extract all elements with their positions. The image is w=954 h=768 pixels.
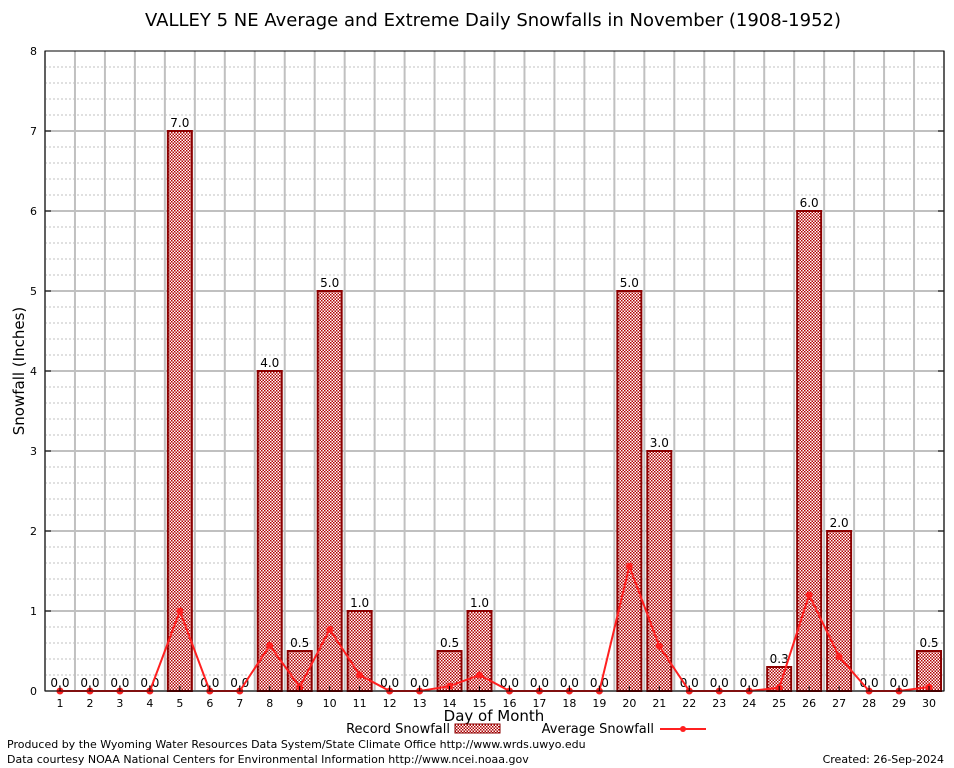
bar-value-label: 0.5 bbox=[440, 636, 459, 650]
x-tick-label: 6 bbox=[206, 697, 213, 710]
bar-value-label: 0.0 bbox=[80, 676, 99, 690]
bar-value-label: 6.0 bbox=[800, 196, 819, 210]
average-point-day-10 bbox=[326, 625, 334, 633]
x-tick-label: 29 bbox=[892, 697, 906, 710]
y-tick-label: 7 bbox=[30, 125, 37, 138]
y-tick-label: 5 bbox=[30, 285, 37, 298]
bar-value-label: 0.0 bbox=[710, 676, 729, 690]
bar-value-label: 0.5 bbox=[919, 636, 938, 650]
x-tick-label: 21 bbox=[652, 697, 666, 710]
x-tick-label: 20 bbox=[622, 697, 636, 710]
bar-value-label: 5.0 bbox=[620, 276, 639, 290]
average-snowfall-line bbox=[59, 562, 930, 692]
footer-produced: Produced by the Wyoming Water Resources … bbox=[7, 738, 586, 751]
x-tick-label: 26 bbox=[802, 697, 816, 710]
footer-courtesy: Data courtesy NOAA National Centers for … bbox=[7, 753, 529, 766]
x-tick-label: 3 bbox=[116, 697, 123, 710]
x-tick-label: 10 bbox=[323, 697, 337, 710]
bar-value-label: 0.0 bbox=[50, 676, 69, 690]
bar-record-day-8 bbox=[256, 370, 283, 692]
bar-value-label: 0.5 bbox=[290, 636, 309, 650]
legend-label-average: Average Snowfall bbox=[542, 722, 654, 737]
x-tick-label: 16 bbox=[502, 697, 516, 710]
bar-value-label: 0.3 bbox=[770, 652, 789, 666]
chart-title: VALLEY 5 NE Average and Extreme Daily Sn… bbox=[145, 10, 841, 31]
bar-value-label: 0.0 bbox=[230, 676, 249, 690]
y-tick-label: 6 bbox=[30, 205, 37, 218]
x-tick-label: 30 bbox=[922, 697, 936, 710]
legend: Record Snowfall Average Snowfall bbox=[346, 722, 706, 737]
bar-value-label: 0.0 bbox=[740, 676, 759, 690]
legend-swatch-record bbox=[454, 723, 501, 734]
x-tick-label: 2 bbox=[86, 697, 93, 710]
x-tick-label: 14 bbox=[443, 697, 457, 710]
y-tick-label: 8 bbox=[30, 45, 37, 58]
bar-value-label: 3.0 bbox=[650, 436, 669, 450]
x-tick-label: 15 bbox=[473, 697, 487, 710]
x-tick-label: 28 bbox=[862, 697, 876, 710]
bar-value-label: 0.0 bbox=[890, 676, 909, 690]
x-tick-label: 24 bbox=[742, 697, 756, 710]
x-tick-label: 4 bbox=[146, 697, 153, 710]
bar-value-label: 7.0 bbox=[170, 116, 189, 130]
average-point-day-20 bbox=[625, 562, 633, 570]
bar-record-day-20 bbox=[616, 290, 643, 692]
y-tick-label: 0 bbox=[30, 685, 37, 698]
bar-value-label: 5.0 bbox=[320, 276, 339, 290]
bar-value-label: 4.0 bbox=[260, 356, 279, 370]
bar-value-label: 1.0 bbox=[350, 596, 369, 610]
x-tick-label: 23 bbox=[712, 697, 726, 710]
bar-value-label: 0.0 bbox=[500, 676, 519, 690]
bar-value-label: 0.0 bbox=[530, 676, 549, 690]
bar-value-label: 1.0 bbox=[470, 596, 489, 610]
y-tick-label: 3 bbox=[30, 445, 37, 458]
x-tick-label: 22 bbox=[682, 697, 696, 710]
bar-record-day-5 bbox=[166, 130, 193, 692]
x-tick-label: 5 bbox=[176, 697, 183, 710]
x-tick-label: 13 bbox=[413, 697, 427, 710]
average-point-day-26 bbox=[805, 591, 813, 599]
x-tick-label: 1 bbox=[56, 697, 63, 710]
y-axis-label: Snowfall (Inches) bbox=[10, 307, 28, 435]
average-point-day-21 bbox=[655, 642, 663, 650]
average-point-day-5 bbox=[176, 607, 184, 615]
average-point-day-8 bbox=[266, 641, 274, 649]
y-tick-label: 4 bbox=[30, 365, 37, 378]
x-tick-label: 9 bbox=[296, 697, 303, 710]
bar-value-label: 0.0 bbox=[590, 676, 609, 690]
average-point-day-15 bbox=[476, 671, 484, 679]
bar-value-label: 0.0 bbox=[380, 676, 399, 690]
bar-record-day-21 bbox=[646, 450, 673, 692]
bar-value-label: 2.0 bbox=[830, 516, 849, 530]
legend-marker-average bbox=[680, 726, 686, 732]
bar-value-label: 0.0 bbox=[110, 676, 129, 690]
x-tick-label: 19 bbox=[592, 697, 606, 710]
bar-value-label: 0.0 bbox=[560, 676, 579, 690]
x-tick-label: 11 bbox=[353, 697, 367, 710]
x-tick-label: 17 bbox=[532, 697, 546, 710]
footer-created: Created: 26-Sep-2024 bbox=[822, 753, 944, 766]
average-point-day-27 bbox=[835, 653, 843, 661]
x-tick-label: 8 bbox=[266, 697, 273, 710]
bar-value-label: 0.0 bbox=[410, 676, 429, 690]
average-point-day-11 bbox=[356, 671, 364, 679]
x-axis-label: Day of Month bbox=[444, 707, 545, 725]
x-tick-label: 25 bbox=[772, 697, 786, 710]
x-tick-label: 7 bbox=[236, 697, 243, 710]
x-tick-label: 18 bbox=[562, 697, 576, 710]
bar-value-label: 0.0 bbox=[680, 676, 699, 690]
bar-record-day-10 bbox=[316, 290, 343, 692]
y-tick-label: 2 bbox=[30, 525, 37, 538]
legend-label-record: Record Snowfall bbox=[346, 722, 450, 737]
y-tick-label: 1 bbox=[30, 605, 37, 618]
x-tick-label: 27 bbox=[832, 697, 846, 710]
x-tick-label: 12 bbox=[383, 697, 397, 710]
